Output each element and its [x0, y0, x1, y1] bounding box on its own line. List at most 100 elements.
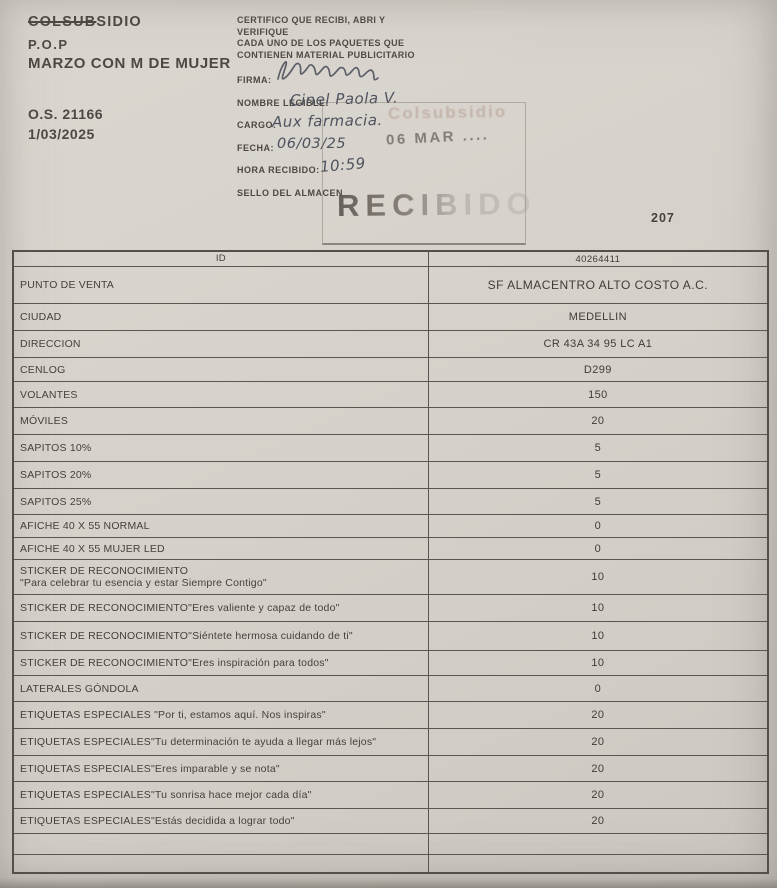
item-value-cell: CR 43A 34 95 LC A1 [427, 330, 769, 358]
item-value-cell: 10 [427, 621, 769, 651]
item-value-cell: 150 [427, 381, 769, 408]
table-row: STICKER DE RECONOCIMIENTO "Para celebrar… [12, 559, 769, 595]
item-value-cell: 0 [427, 514, 769, 538]
item-value-cell: 20 [427, 781, 769, 809]
item-value-cell [427, 833, 769, 855]
item-label-cell: SAPITOS 25% [12, 488, 429, 515]
item-value-cell: 20 [427, 728, 769, 756]
table-row: ETIQUETAS ESPECIALES"Estás decidida a lo… [12, 808, 769, 834]
recibido-stamp: RECIBIDO [336, 185, 537, 224]
table-row: ETIQUETAS ESPECIALES"Eres imparable y se… [12, 755, 769, 782]
item-label-cell: PUNTO DE VENTA [12, 266, 429, 304]
item-value-cell: 20 [427, 755, 769, 782]
certification-text: CERTIFICO QUE RECIBI, ABRI Y VERIFIQUE C… [237, 15, 415, 61]
table-row: STICKER DE RECONOCIMIENTO"Eres inspiraci… [12, 650, 769, 676]
item-label-cell: STICKER DE RECONOCIMIENTO"Eres inspiraci… [12, 650, 429, 676]
table-row: SAPITOS 20% 5 [12, 461, 769, 489]
item-value-cell: 0 [427, 537, 769, 560]
item-label-cell: ETIQUETAS ESPECIALES "Por ti, estamos aq… [12, 701, 429, 729]
item-value-cell: D299 [427, 357, 769, 382]
item-label-cell: ETIQUETAS ESPECIALES"Tu determinación te… [12, 728, 429, 756]
item-value-cell [427, 854, 769, 873]
item-value-cell: 0 [427, 675, 769, 702]
table-row: ID 40264411 [12, 250, 769, 267]
item-value-cell: 5 [427, 461, 769, 489]
brand-rest-text: SIDIO [96, 14, 142, 30]
table-row: ETIQUETAS ESPECIALES"Tu sonrisa hace mej… [12, 781, 769, 809]
campaign-type: P.O.P [28, 37, 69, 52]
fecha-label: FECHA: [237, 143, 274, 153]
table-row: AFICHE 40 X 55 NORMAL 0 [12, 514, 769, 538]
table-row: ETIQUETAS ESPECIALES "Por ti, estamos aq… [12, 701, 769, 729]
item-value-cell: MEDELLIN [427, 303, 769, 331]
table-row: VOLANTES 150 [12, 381, 769, 408]
table-row: MÓVILES 20 [12, 407, 769, 435]
cargo-label: CARGO: [237, 120, 277, 130]
item-label-cell: AFICHE 40 X 55 MUJER LED [12, 537, 429, 560]
items-table-grid: ID 40264411 PUNTO DE VENTA SF ALMACENTRO AL… [12, 250, 769, 874]
item-value-cell: 10 [427, 559, 769, 595]
table-row: DIRECCION CR 43A 34 95 LC A1 [12, 330, 769, 358]
table-row: LATERALES GÓNDOLA 0 [12, 675, 769, 702]
item-label-cell: LATERALES GÓNDOLA [12, 675, 429, 702]
table-row: CENLOG D299 [12, 357, 769, 382]
certification-line: CERTIFICO QUE RECIBI, ABRI Y [237, 15, 386, 25]
item-label-cell: SAPITOS 20% [12, 461, 429, 489]
table-row: SAPITOS 10% 5 [12, 434, 769, 462]
item-label-cell [12, 833, 429, 855]
fecha-handwritten: 06/03/25 [277, 136, 347, 152]
item-value-cell: 20 [427, 701, 769, 729]
item-label-cell: SAPITOS 10% [12, 434, 429, 462]
item-value-cell: 20 [427, 808, 769, 834]
table-row: SAPITOS 25% 5 [12, 488, 769, 515]
table-row: STICKER DE RECONOCIMIENTO"Eres valiente … [12, 594, 769, 622]
page-number: 207 [651, 211, 675, 225]
order-number: O.S. 21166 [28, 106, 104, 122]
item-label-cell [12, 854, 429, 873]
certification-line: VERIFIQUE [237, 26, 289, 37]
table-row: CIUDAD MEDELLIN [12, 303, 769, 331]
campaign-name: MARZO CON M DE MUJER [28, 55, 231, 72]
brand-title: COLSUBSIDIO [28, 14, 142, 30]
table-row [12, 854, 769, 873]
table-row: AFICHE 40 X 55 MUJER LED 0 [12, 537, 769, 560]
item-label-cell: ETIQUETAS ESPECIALES"Tu sonrisa hace mej… [12, 781, 429, 809]
item-value-cell: 5 [427, 488, 769, 515]
item-label-cell: STICKER DE RECONOCIMIENTO "Para celebrar… [12, 559, 429, 595]
item-value-cell: 20 [427, 407, 769, 435]
table-row: PUNTO DE VENTA SF ALMACENTRO ALTO COSTO A… [12, 266, 769, 304]
firma-label: FIRMA: [237, 75, 272, 85]
table-row [12, 833, 769, 855]
item-value-cell: SF ALMACENTRO ALTO COSTO A.C. [427, 266, 769, 304]
item-label-cell: STICKER DE RECONOCIMIENTO"Eres valiente … [12, 594, 429, 622]
item-label-cell: CIUDAD [12, 303, 429, 331]
item-value-cell: 5 [427, 434, 769, 462]
table-row: ETIQUETAS ESPECIALES"Tu determinación te… [12, 728, 769, 756]
item-label-cell: ETIQUETAS ESPECIALES"Estás decidida a lo… [12, 808, 429, 834]
faint-colsubsidio-stamp: Colsubsidio [387, 101, 508, 124]
item-label-cell: ETIQUETAS ESPECIALES"Eres imparable y se… [12, 755, 429, 782]
brand-struck-text: COLSUB [28, 14, 97, 30]
signature-scribble [277, 60, 379, 81]
order-date: 1/03/2025 [28, 126, 95, 142]
warehouse-seal-box [322, 102, 526, 245]
nombre-legible-label: NOMBRE LEGIBLE: [237, 98, 329, 108]
certification-line: CONTIENEN MATERIAL PUBLICITARIO [237, 49, 415, 60]
item-value-cell: 10 [427, 650, 769, 676]
items-table: ID 40264411 PUNTO DE VENTA SF ALMACENTRO AL… [12, 250, 769, 874]
item-label-cell: STICKER DE RECONOCIMIENTO"Siéntete hermo… [12, 621, 429, 651]
hora-recibido-label: HORA RECIBIDO: [237, 165, 320, 175]
table-row: STICKER DE RECONOCIMIENTO"Siéntete hermo… [12, 621, 769, 651]
item-label-cell: CENLOG [12, 357, 429, 382]
sello-almacen-label: SELLO DEL ALMACEN [237, 188, 344, 198]
item-value-cell: 10 [427, 594, 769, 622]
item-label-cell: ID [12, 250, 429, 267]
item-label-cell: DIRECCION [12, 330, 429, 358]
items-table-body: ID 40264411 PUNTO DE VENTA SF ALMACENTRO AL… [12, 250, 769, 873]
item-label-cell: MÓVILES [12, 407, 429, 435]
certification-line: CADA UNO DE LOS PAQUETES QUE [237, 38, 405, 48]
item-label-cell: VOLANTES [12, 381, 429, 408]
item-label-cell: AFICHE 40 X 55 NORMAL [12, 514, 429, 538]
item-value-cell: 40264411 [427, 250, 769, 267]
